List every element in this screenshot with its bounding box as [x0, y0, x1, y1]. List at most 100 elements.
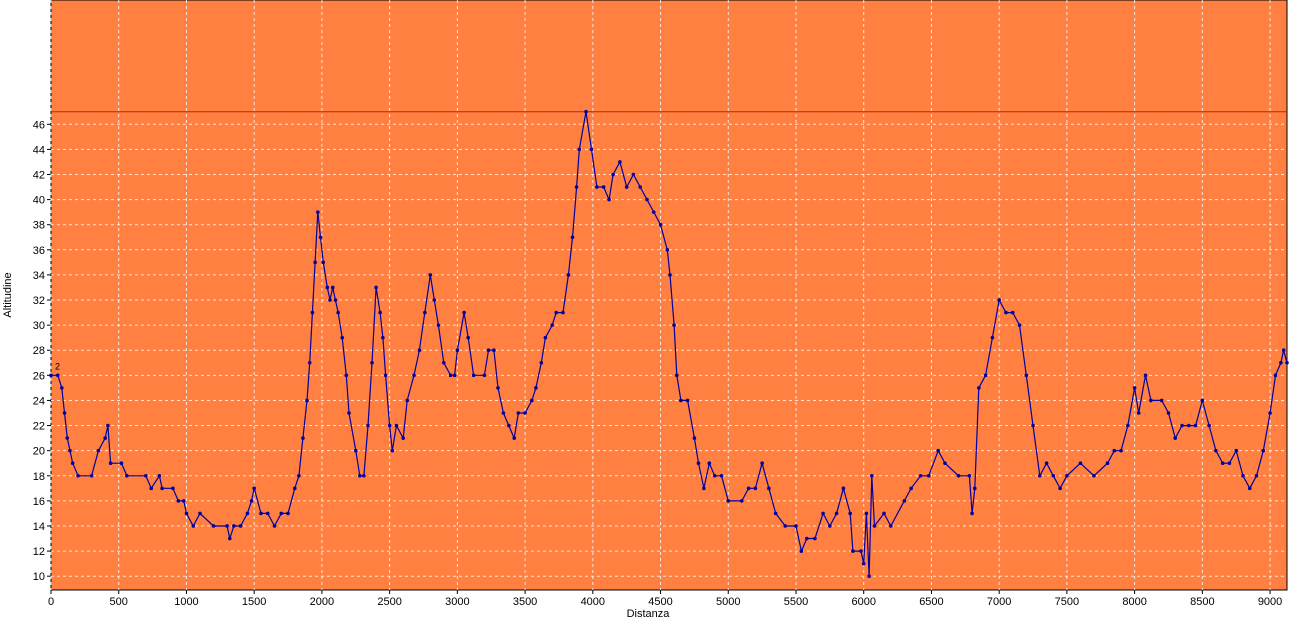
point	[378, 310, 382, 315]
point	[157, 473, 162, 478]
point	[286, 511, 290, 516]
x-tick-label: 5000	[716, 596, 740, 608]
point	[719, 473, 724, 478]
point	[330, 285, 335, 290]
point	[76, 473, 80, 478]
point	[1078, 461, 1083, 466]
point	[859, 549, 863, 553]
point	[523, 411, 527, 415]
point	[245, 511, 250, 516]
plot-area	[50, 0, 1288, 591]
point	[1227, 461, 1232, 466]
y-tick-label: 40	[33, 195, 45, 207]
point	[1126, 423, 1130, 428]
point	[471, 373, 476, 378]
point	[387, 423, 392, 428]
point	[936, 448, 941, 453]
point	[561, 310, 565, 315]
point	[366, 423, 370, 428]
x-tick-label: 5500	[784, 596, 808, 608]
point	[799, 549, 804, 553]
point	[358, 473, 362, 478]
point	[902, 499, 907, 503]
y-tick-label: 20	[33, 446, 45, 458]
point	[607, 197, 611, 202]
point	[864, 511, 869, 516]
point	[1234, 448, 1239, 453]
point	[631, 172, 636, 177]
point	[828, 524, 832, 528]
y-tick-label: 44	[33, 144, 45, 156]
y-tick-label: 38	[33, 220, 45, 232]
point	[1285, 360, 1289, 365]
point	[645, 197, 649, 202]
point	[55, 373, 60, 378]
point	[176, 499, 181, 503]
point	[679, 398, 683, 403]
y-tick-label: 26	[33, 370, 45, 382]
point	[318, 235, 323, 240]
point	[696, 461, 701, 466]
x-tick-label: 500	[110, 596, 128, 608]
point	[841, 486, 846, 491]
point	[501, 411, 506, 415]
point	[482, 373, 487, 378]
point	[103, 436, 107, 440]
point	[1166, 411, 1171, 415]
point	[707, 461, 712, 466]
point	[726, 499, 731, 503]
y-tick-label: 18	[33, 471, 45, 483]
point	[516, 411, 521, 415]
point	[566, 273, 571, 277]
point	[1031, 423, 1035, 428]
point	[611, 172, 615, 177]
point	[507, 423, 511, 428]
point	[455, 348, 460, 353]
point	[943, 461, 947, 466]
point	[1180, 423, 1184, 428]
point	[496, 386, 500, 390]
point	[297, 473, 301, 478]
point	[405, 398, 410, 403]
point	[692, 436, 697, 440]
point	[665, 248, 670, 252]
point	[712, 473, 717, 478]
x-tick-label: 4000	[581, 596, 605, 608]
point	[1173, 436, 1178, 440]
point	[589, 147, 594, 152]
point	[1119, 448, 1123, 453]
point	[997, 298, 1001, 302]
point	[401, 436, 405, 440]
point	[60, 386, 64, 390]
point	[977, 386, 981, 390]
point	[171, 486, 175, 491]
point	[760, 461, 764, 466]
point	[1279, 360, 1283, 365]
point	[423, 310, 427, 315]
point	[1241, 473, 1245, 478]
point	[70, 461, 75, 466]
point	[119, 461, 124, 466]
point	[767, 486, 771, 491]
point	[432, 298, 437, 302]
point	[867, 574, 871, 578]
point	[685, 398, 690, 403]
point	[265, 511, 270, 516]
point	[374, 285, 378, 290]
y-tick-label: 30	[33, 320, 45, 332]
point	[1149, 398, 1153, 403]
point	[328, 298, 332, 302]
point	[336, 310, 340, 315]
point	[238, 524, 243, 528]
point	[530, 398, 534, 403]
point	[442, 360, 446, 365]
point	[108, 461, 113, 466]
point	[149, 486, 154, 491]
point	[574, 185, 579, 189]
point	[321, 260, 326, 265]
point	[967, 473, 972, 478]
point	[313, 260, 317, 265]
point	[672, 323, 676, 327]
point	[462, 310, 466, 315]
